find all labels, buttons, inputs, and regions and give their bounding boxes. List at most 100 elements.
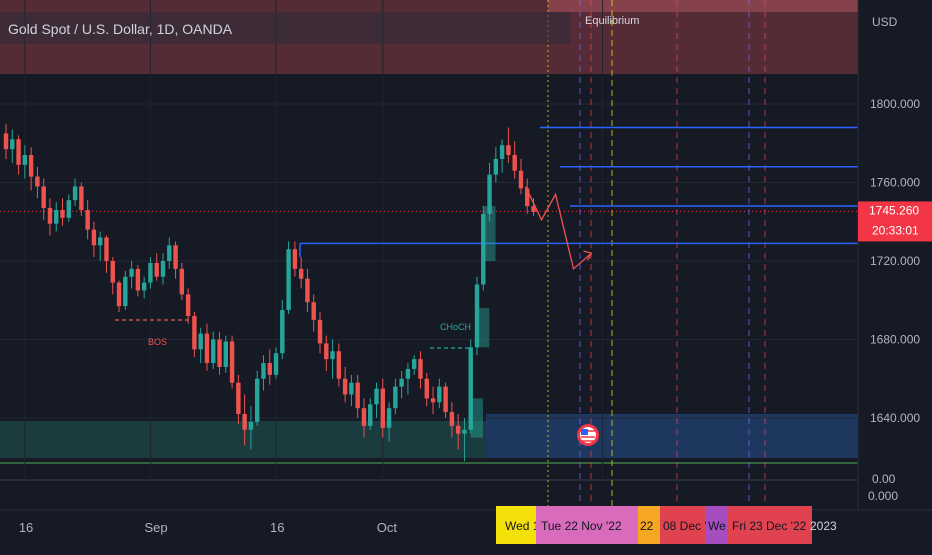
candle	[330, 339, 335, 379]
candle	[474, 276, 480, 356]
candle	[525, 178, 530, 214]
symbol-title[interactable]: Gold Spot / U.S. Dollar, 1D, OANDA	[8, 21, 233, 37]
currency-label: USD	[872, 15, 898, 29]
date-label-tue22nov: Tue 22 Nov '22	[541, 519, 622, 533]
candle	[173, 241, 178, 279]
candle	[493, 147, 499, 183]
date-label-strip: Wed 1 Tue 22 Nov '22 22 08 Dec '2 We Fri…	[496, 506, 837, 544]
fvg-box	[477, 308, 490, 348]
candle	[512, 141, 517, 179]
candle	[261, 355, 266, 391]
time-tick: 16	[19, 520, 33, 535]
title-backdrop	[0, 12, 570, 44]
price-tick: 1640.000	[870, 411, 920, 425]
candle	[368, 398, 373, 430]
candle	[468, 339, 473, 434]
candle	[298, 257, 304, 289]
price-tick-labels: 1640.000 1680.000 1720.000 1760.000 1800.000	[870, 97, 920, 425]
date-label-22: 22	[640, 519, 654, 533]
us-flag-icon[interactable]	[577, 424, 599, 446]
candle	[229, 335, 235, 389]
candle	[123, 270, 128, 311]
candle	[91, 221, 97, 258]
candle	[305, 268, 310, 313]
candle	[462, 418, 467, 462]
candle	[198, 327, 203, 364]
candle	[405, 363, 411, 395]
price-tick: 1800.000	[870, 97, 920, 111]
candle	[79, 182, 84, 216]
supply-zone-upper	[548, 0, 858, 12]
candle	[437, 378, 442, 409]
equilibrium-label: Equilibrium	[585, 15, 639, 27]
candle	[412, 355, 417, 375]
candle	[60, 198, 65, 226]
candle	[242, 394, 247, 446]
candle	[135, 264, 141, 297]
candle	[374, 382, 379, 418]
last-price-tag: 1745.260 20:33:01	[858, 201, 932, 242]
candle	[317, 312, 323, 354]
candle	[386, 402, 392, 442]
candle	[430, 386, 436, 415]
choch-label: CHoCH	[440, 322, 471, 332]
lower-scale-label-1: 0.00	[872, 472, 896, 486]
projection-path	[524, 186, 592, 271]
fvg-box	[471, 398, 483, 438]
candle	[380, 378, 385, 438]
candle	[66, 194, 71, 222]
candle	[148, 257, 153, 289]
candle	[154, 253, 159, 281]
candle	[487, 162, 492, 222]
candle	[418, 351, 423, 389]
candle	[236, 374, 241, 424]
candle	[355, 374, 360, 418]
candle	[342, 366, 348, 403]
candle	[141, 276, 147, 299]
candle	[211, 331, 216, 369]
demand-zone-right	[486, 414, 858, 458]
candle	[47, 198, 53, 236]
candle	[267, 349, 272, 385]
candle	[399, 370, 404, 399]
candle	[179, 262, 185, 301]
candle	[280, 300, 285, 360]
candle	[324, 335, 329, 371]
candle	[273, 347, 279, 379]
date-label-fri23dec: Fri 23 Dec '22	[732, 519, 807, 533]
time-tick: Oct	[377, 520, 398, 535]
candle	[217, 331, 222, 375]
date-label-we: We	[708, 519, 726, 533]
date-label-2023: 2023	[810, 519, 837, 533]
horizontal-levels	[299, 126, 858, 258]
price-tick: 1720.000	[870, 254, 920, 268]
candle	[116, 280, 122, 313]
lower-scale-label-2: 0.000	[868, 489, 898, 503]
candle	[3, 123, 9, 159]
projection-arrow-head	[583, 250, 593, 261]
candle	[248, 406, 254, 450]
candle	[481, 206, 486, 291]
last-price-value: 1745.260	[869, 203, 919, 217]
candle	[98, 231, 103, 261]
candle	[185, 288, 191, 324]
candle	[192, 312, 197, 358]
candle	[16, 135, 21, 175]
candle	[255, 370, 260, 426]
candle	[455, 414, 461, 450]
candle	[72, 178, 78, 207]
candle	[292, 241, 298, 277]
candle	[311, 294, 316, 332]
price-scale[interactable]	[858, 0, 932, 550]
candle	[449, 402, 455, 438]
candle	[160, 253, 166, 285]
candles	[3, 123, 536, 462]
candle	[54, 202, 59, 232]
candle	[518, 158, 524, 195]
bos-label: BOS	[148, 337, 167, 347]
candle	[531, 198, 536, 216]
candle	[499, 139, 505, 173]
price-tick: 1680.000	[870, 333, 920, 347]
countdown-timer: 20:33:01	[872, 223, 919, 237]
